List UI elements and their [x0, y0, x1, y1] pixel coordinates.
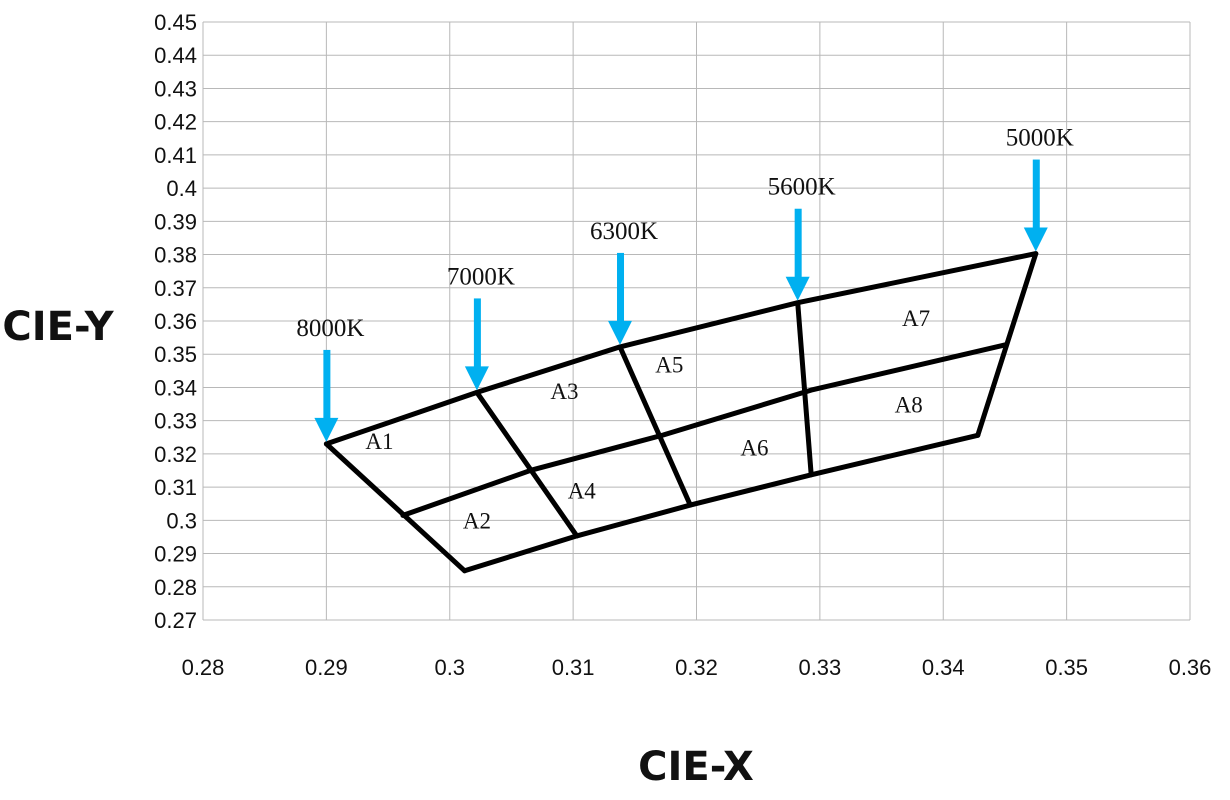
arrow-head: [314, 417, 339, 442]
arrow-head: [464, 366, 489, 391]
y-tick-label: 0.45: [154, 10, 197, 35]
y-tick-label: 0.31: [154, 475, 197, 500]
y-tick-label: 0.29: [154, 542, 197, 567]
y-tick-label: 0.44: [154, 43, 197, 68]
y-tick-label: 0.43: [154, 76, 197, 101]
cct-label: 8000K: [296, 315, 364, 342]
region-label: A5: [655, 352, 683, 377]
x-tick-label: 0.34: [922, 655, 965, 680]
cct-label: 5600K: [768, 174, 836, 201]
y-axis-title: CIE-Y: [2, 304, 114, 350]
y-tick-label: 0.4: [166, 176, 197, 201]
y-tick-label: 0.37: [154, 276, 197, 301]
bin-boundary-line: [400, 342, 1008, 518]
region-label: A4: [568, 479, 597, 504]
y-tick-label: 0.33: [154, 409, 197, 434]
bin-boundary-line: [975, 251, 1039, 438]
y-tick-label: 0.3: [166, 508, 197, 533]
bin-boundary-line: [474, 389, 580, 539]
y-tick-label: 0.42: [154, 110, 197, 135]
bin-lines: [323, 251, 1039, 574]
y-tick-label: 0.38: [154, 243, 197, 268]
y-tick-label: 0.41: [154, 143, 197, 168]
arrow-head: [785, 276, 810, 301]
bin-boundary-line: [617, 344, 693, 508]
x-tick-label: 0.33: [798, 655, 841, 680]
arrow-head: [608, 320, 633, 345]
tick-labels: 0.45 0.44 0.43 0.42 0.41 0.4 0.39 0.38 0.37 0.36 0…: [154, 10, 1211, 680]
y-tick-label: 0.27: [154, 608, 197, 633]
y-tick-label: 0.32: [154, 442, 197, 467]
region-label: A3: [550, 379, 578, 404]
y-tick-label: 0.39: [154, 209, 197, 234]
x-tick-label: 0.32: [675, 655, 718, 680]
region-label: A8: [895, 392, 923, 417]
labels: A1 A2 A3 A4 A5 A6 A7 A8 8000K 7000K 6300K 5600K 5000…: [296, 125, 1073, 534]
x-tick-label: 0.31: [552, 655, 595, 680]
y-tick-label: 0.28: [154, 575, 197, 600]
x-tick-label: 0.35: [1045, 655, 1088, 680]
arrow-head: [1023, 227, 1048, 252]
cct-arrows: [314, 159, 1048, 442]
bin-boundary-line: [462, 432, 981, 574]
bin-boundary-line: [795, 300, 814, 478]
arrow-shaft: [323, 349, 331, 420]
cct-label: 7000K: [447, 263, 515, 290]
arrow-shaft: [617, 252, 625, 323]
region-label: A7: [902, 306, 930, 331]
bin-boundary-line: [323, 441, 468, 574]
x-axis-title: CIE-X: [638, 744, 754, 790]
x-tick-label: 0.3: [434, 655, 465, 680]
x-tick-label: 0.28: [182, 655, 225, 680]
cct-label: 5000K: [1006, 125, 1074, 152]
x-tick-label: 0.29: [305, 655, 348, 680]
arrow-shaft: [473, 298, 481, 369]
cct-label: 6300K: [590, 218, 658, 245]
region-label: A6: [740, 436, 768, 461]
y-tick-label: 0.35: [154, 342, 197, 367]
x-tick-label: 0.36: [1169, 655, 1212, 680]
arrow-shaft: [794, 208, 802, 279]
y-tick-label: 0.34: [154, 375, 197, 400]
region-label: A1: [365, 429, 393, 454]
region-label: A2: [463, 509, 491, 534]
y-tick-label: 0.36: [154, 309, 197, 334]
bin-boundary-line: [323, 251, 1039, 447]
grid: [202, 21, 1191, 621]
arrow-shaft: [1032, 159, 1040, 230]
